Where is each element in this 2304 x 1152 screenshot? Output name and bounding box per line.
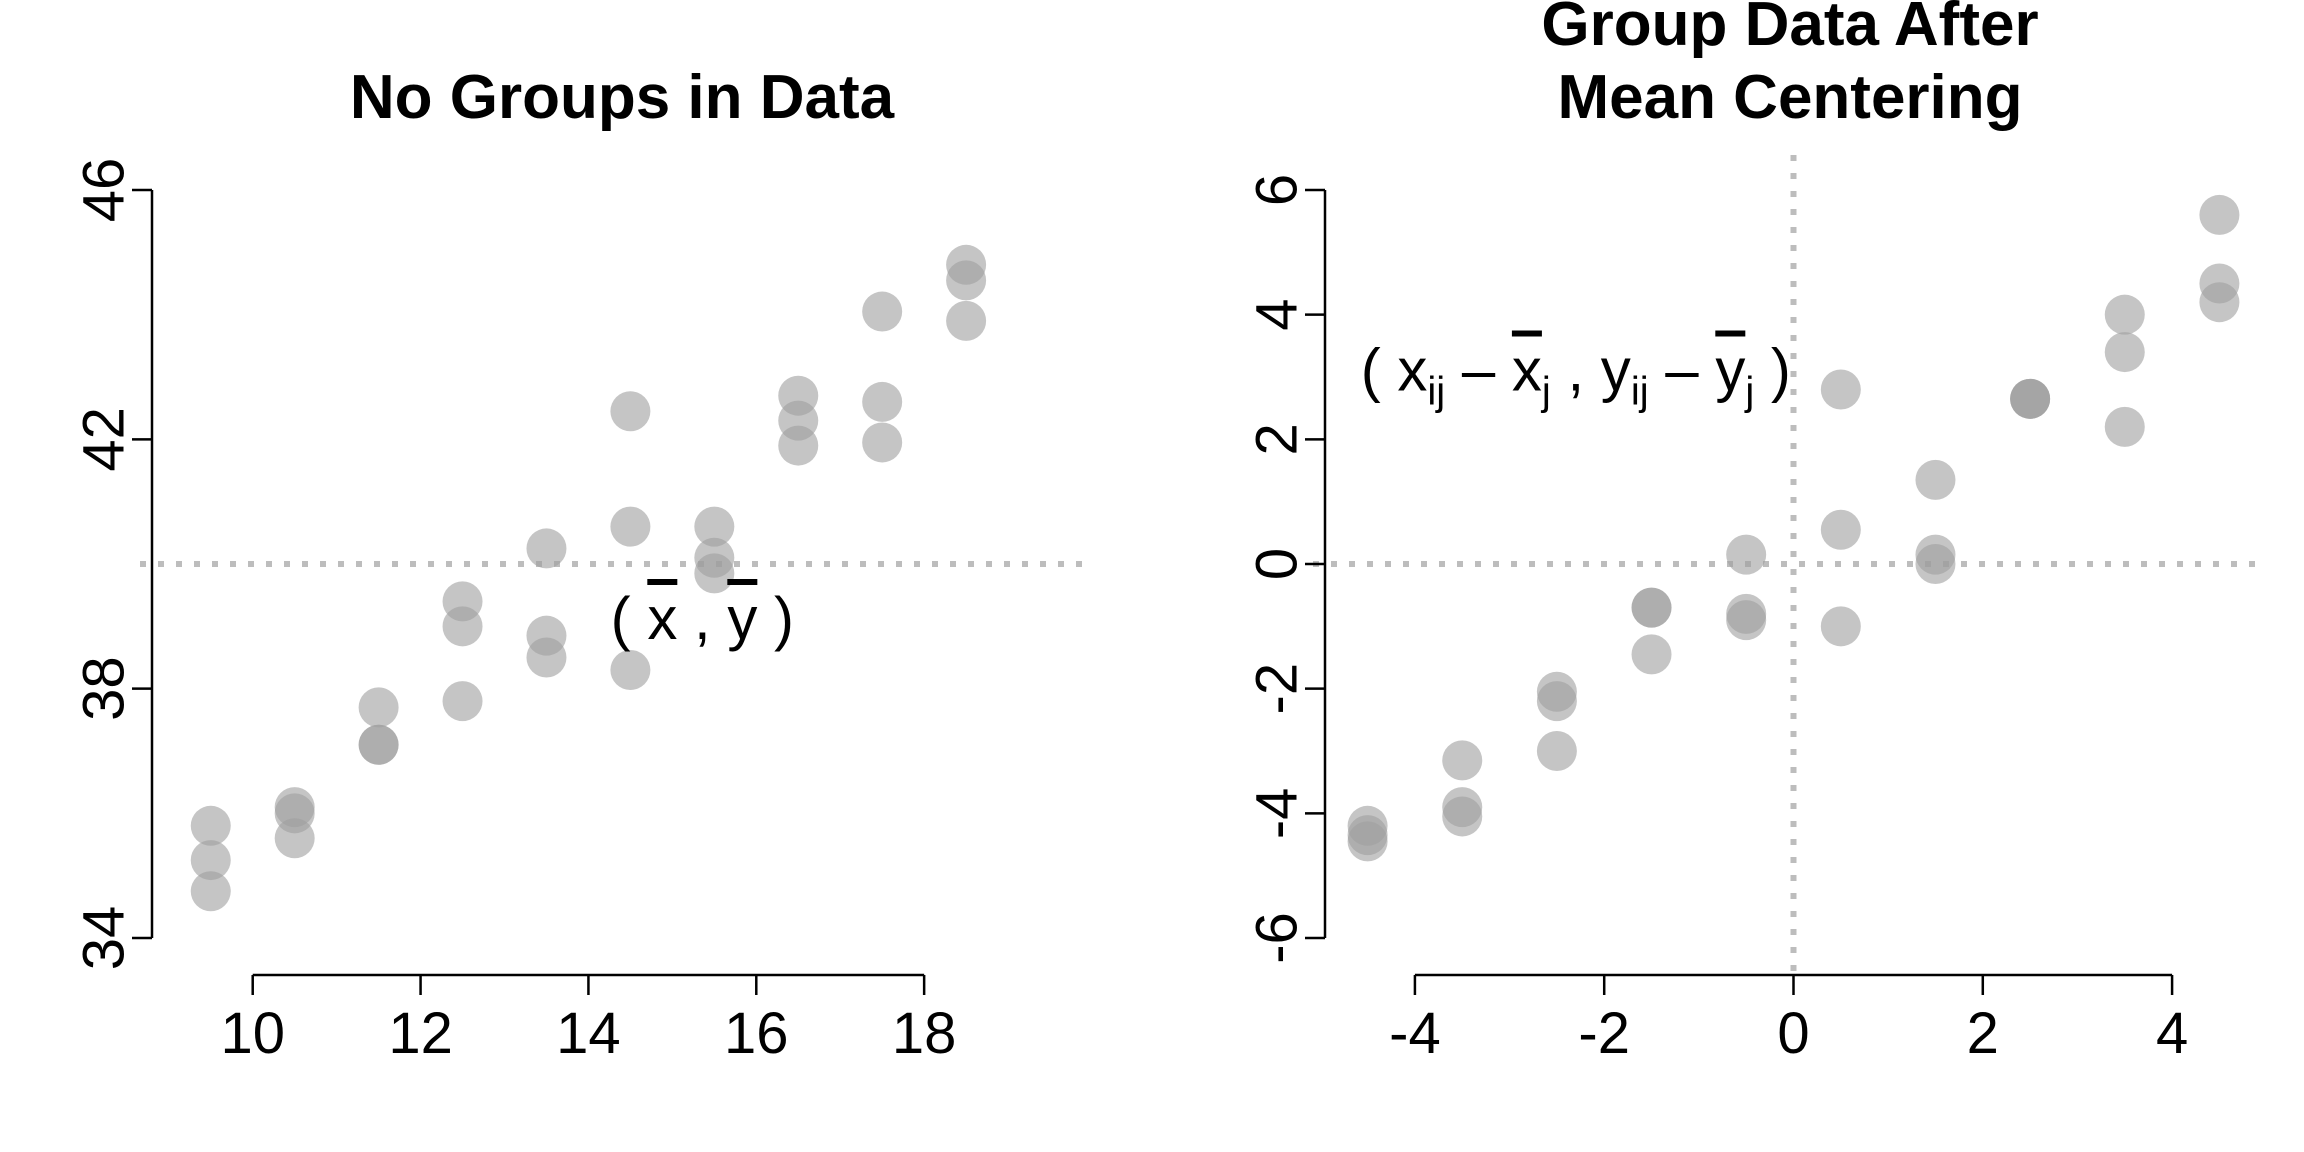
x-tick-label: 16: [724, 1001, 789, 1066]
data-point: [526, 637, 567, 678]
mean-point-annotation: ( x , y ): [611, 585, 794, 652]
data-points: [190, 244, 987, 912]
data-point: [2199, 282, 2240, 323]
data-point: [946, 300, 987, 341]
data-point: [862, 381, 903, 422]
data-point: [1631, 587, 1672, 628]
x-tick-label: 2: [1967, 1001, 1999, 1066]
y-tick-label: -6: [1245, 912, 1310, 964]
data-point: [694, 553, 735, 594]
data-point: [1726, 534, 1767, 575]
data-point: [442, 606, 483, 647]
x-tick-label: 14: [556, 1001, 621, 1066]
data-point: [610, 506, 651, 547]
data-points: [1347, 194, 2240, 862]
data-point: [1820, 509, 1861, 550]
centered-point-annotation: ( xij – xj , yij – yj ): [1361, 337, 1791, 414]
x-tick-label: -4: [1389, 1001, 1441, 1066]
y-tick-label: -4: [1245, 788, 1310, 840]
data-point: [2199, 194, 2240, 235]
data-point: [694, 506, 735, 547]
y-tick-label: 0: [1245, 548, 1310, 580]
data-point: [1347, 821, 1388, 862]
data-point: [2104, 406, 2145, 447]
data-point: [1442, 740, 1483, 781]
x-tick-label: 12: [388, 1001, 453, 1066]
data-point: [610, 391, 651, 432]
data-point: [1915, 459, 1956, 500]
data-point: [1631, 634, 1672, 675]
data-point: [1536, 731, 1577, 771]
y-tick-label: 34: [72, 906, 137, 971]
x-tick-label: 18: [892, 1001, 957, 1066]
chart-title: No Groups in Data: [350, 63, 895, 132]
data-point: [190, 840, 231, 881]
data-point: [358, 724, 399, 765]
data-point: [1915, 544, 1956, 584]
x-tick-label: -2: [1578, 1001, 1630, 1066]
data-point: [2104, 294, 2145, 335]
data-point: [778, 425, 819, 466]
data-point: [862, 422, 903, 463]
panel-no-groups: No Groups in Data 34 38 42 46 10 12 14 16 18 ( x…: [72, 63, 1092, 1066]
chart-title-line-1: Group Data After: [1541, 0, 2038, 59]
y-tick-label: -2: [1245, 663, 1310, 715]
data-point: [442, 681, 483, 722]
data-point: [862, 291, 903, 332]
data-point: [946, 260, 987, 301]
data-point: [190, 805, 231, 846]
data-point: [274, 818, 315, 859]
data-point: [190, 871, 231, 912]
data-point: [526, 528, 567, 569]
data-point: [2104, 332, 2145, 373]
data-point: [1726, 600, 1767, 641]
data-point: [1442, 796, 1483, 837]
x-tick-label: 4: [2156, 1001, 2188, 1066]
panel-mean-centered: Group Data After Mean Centering -6 -4 -2 0 2…: [1245, 0, 2262, 1066]
data-point: [358, 687, 399, 728]
axes: 34 38 42 46 10 12 14 16 18: [72, 158, 957, 1066]
reference-lines: [1313, 155, 2262, 975]
data-point: [1536, 681, 1577, 722]
y-tick-label: 2: [1245, 423, 1310, 455]
y-tick-label: 38: [72, 656, 137, 721]
data-point: [1820, 369, 1861, 410]
x-tick-label: 0: [1777, 1001, 1809, 1066]
y-tick-label: 4: [1245, 299, 1310, 331]
axes: -6 -4 -2 0 2 4 6 -4 -2 0 2 4: [1245, 174, 2189, 1066]
y-tick-label: 42: [72, 407, 137, 472]
y-tick-label: 6: [1245, 174, 1310, 206]
data-point: [1820, 606, 1861, 647]
chart-title-line-2: Mean Centering: [1557, 63, 2022, 132]
data-point: [610, 649, 651, 690]
y-tick-label: 46: [72, 158, 137, 223]
data-point: [2010, 378, 2051, 419]
x-tick-label: 10: [220, 1001, 285, 1066]
